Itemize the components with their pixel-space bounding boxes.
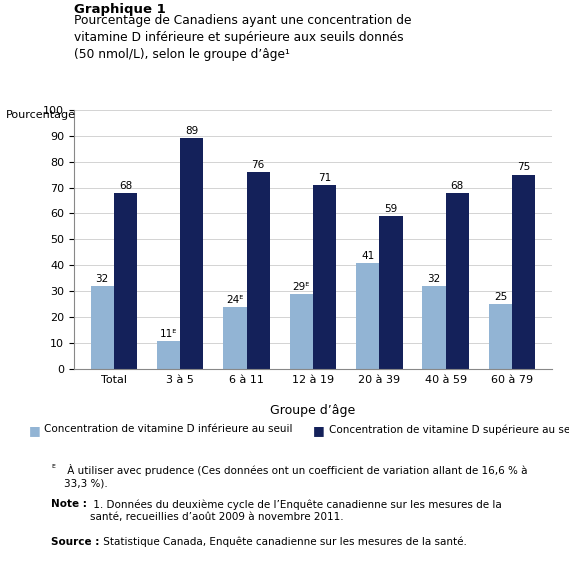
Bar (313, 185, 336, 369)
Bar (223, 307, 246, 369)
Text: 76: 76 (251, 160, 265, 170)
Text: Pourcentage: Pourcentage (6, 110, 76, 119)
Bar (446, 193, 469, 369)
Text: Source :: Source : (51, 537, 100, 546)
Text: 68: 68 (451, 181, 464, 190)
Text: Concentration de vitamine D inférieure au seuil: Concentration de vitamine D inférieure a… (44, 424, 293, 434)
Bar (290, 294, 313, 369)
Text: 29ᴱ: 29ᴱ (292, 282, 310, 292)
Text: 11ᴱ: 11ᴱ (160, 329, 178, 339)
Text: 75: 75 (517, 163, 530, 173)
Bar (380, 216, 402, 369)
Text: 59: 59 (384, 204, 398, 214)
Text: 1. Données du deuxième cycle de l’Enquête canadienne sur les mesures de la
santé: 1. Données du deuxième cycle de l’Enquêt… (90, 499, 502, 522)
Bar (356, 263, 380, 369)
Bar (422, 286, 446, 369)
Bar (157, 340, 180, 369)
Bar (489, 305, 512, 369)
Bar (114, 193, 137, 369)
Text: 32: 32 (427, 274, 441, 284)
Text: ■: ■ (313, 424, 325, 437)
Text: 41: 41 (361, 251, 374, 261)
Text: 25: 25 (494, 293, 507, 302)
Text: 89: 89 (185, 126, 199, 136)
Text: Note :: Note : (51, 499, 87, 509)
Text: Pourcentage de Canadiens ayant une concentration de
vitamine D inférieure et sup: Pourcentage de Canadiens ayant une conce… (74, 14, 411, 61)
Bar (90, 286, 114, 369)
Text: Concentration de vitamine D supérieure au seuil: Concentration de vitamine D supérieure a… (329, 424, 569, 434)
Bar (180, 138, 203, 369)
Text: Graphique 1: Graphique 1 (74, 3, 166, 16)
Text: À utiliser avec prudence (Ces données ont un coefficient de variation allant de : À utiliser avec prudence (Ces données on… (64, 464, 527, 489)
Text: Groupe d’âge: Groupe d’âge (270, 404, 356, 417)
Text: ᴱ: ᴱ (51, 464, 55, 474)
Text: ■: ■ (28, 424, 40, 437)
Bar (246, 172, 270, 369)
Bar (512, 175, 535, 369)
Text: 68: 68 (119, 181, 132, 190)
Text: 71: 71 (318, 173, 331, 183)
Text: 24ᴱ: 24ᴱ (226, 295, 244, 305)
Text: 32: 32 (96, 274, 109, 284)
Text: Statistique Canada, Enquête canadienne sur les mesures de la santé.: Statistique Canada, Enquête canadienne s… (100, 537, 467, 547)
